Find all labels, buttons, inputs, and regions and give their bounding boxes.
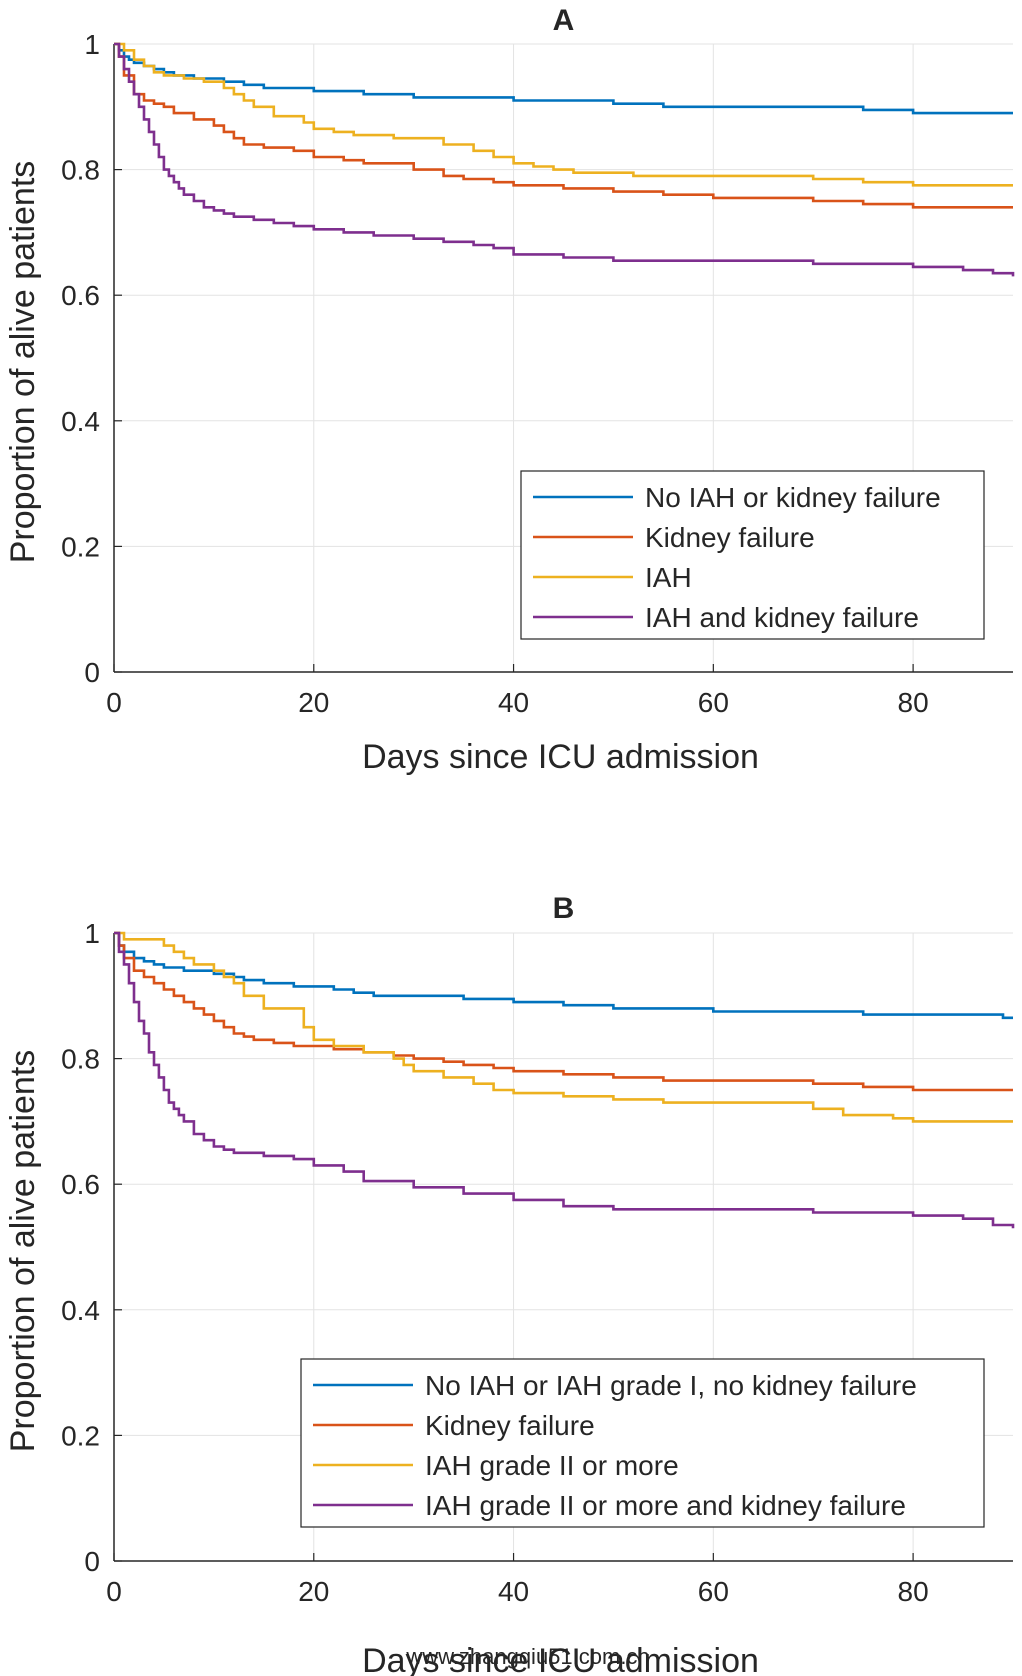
legend-label-3: IAH [645,562,692,593]
legend-label-1: No IAH or kidney failure [645,482,941,513]
series-line-4 [114,42,1015,277]
legend-label-4: IAH and kidney failure [645,602,919,633]
x-tick-label: 0 [106,687,122,718]
y-tick-label: 1 [84,29,100,60]
y-axis-label: Proportion of alive patients [4,1050,42,1453]
y-tick-label: 0.4 [61,1295,100,1326]
series-line-1 [114,931,1013,1020]
x-tick-label: 80 [898,687,929,718]
legend-box [520,470,985,640]
y-tick-label: 0.6 [61,1169,100,1200]
legend: No IAH or IAH grade I, no kidney failure… [300,1358,985,1528]
x-tick-label: 0 [106,1576,122,1607]
series-line-3 [114,931,1013,1123]
y-tick-label: 0.8 [61,1044,100,1075]
x-axis-label: Days since ICU admission [362,1642,759,1676]
y-axis-label: Proportion of alive patients [4,161,42,564]
y-tick-label: 0.8 [61,155,100,186]
y-tick-label: 0.2 [61,1420,100,1451]
panel-b: 0 20 40 60 80 0 0.2 0.4 0.6 0.8 1 B Days since ICU a… [4,892,1015,1676]
x-axis-label: Days since ICU admission [362,738,759,776]
legend-label-3: IAH grade II or more [425,1450,679,1481]
legend-label-2: Kidney failure [425,1410,595,1441]
legend: No IAH or kidney failure Kidney failure IA… [520,470,985,640]
x-tick-label: 60 [698,687,729,718]
series-line-2 [114,931,1013,1092]
legend-label-1: No IAH or IAH grade I, no kidney failure [425,1370,917,1401]
x-tick-label: 40 [498,1576,529,1607]
x-tick-label: 40 [498,687,529,718]
watermark-text: www.zhangqiu51.com.cn [405,1644,649,1669]
panel-a: 0 20 40 60 80 0 0.2 0.4 0.6 0.8 1 A Days since ICU a… [4,4,1015,776]
y-tick-label: 0.4 [61,406,100,437]
panel-title: A [553,4,575,37]
y-tick-label: 0 [84,657,100,688]
x-tick-label: 20 [298,1576,329,1607]
y-tick-label: 1 [84,918,100,949]
series-line-3 [114,42,1013,187]
x-tick-label: 80 [898,1576,929,1607]
y-tick-label: 0.2 [61,531,100,562]
y-tick-label: 0 [84,1546,100,1577]
y-tick-label: 0.6 [61,280,100,311]
legend-label-2: Kidney failure [645,522,815,553]
legend-label-4: IAH grade II or more and kidney failure [425,1490,906,1521]
legend-box [300,1358,985,1528]
x-tick-label: 20 [298,687,329,718]
series-line-1 [114,42,1013,115]
x-tick-label: 60 [698,1576,729,1607]
panel-title: B [553,892,575,925]
series-line-2 [114,42,1013,209]
series-line-4 [114,931,1015,1229]
